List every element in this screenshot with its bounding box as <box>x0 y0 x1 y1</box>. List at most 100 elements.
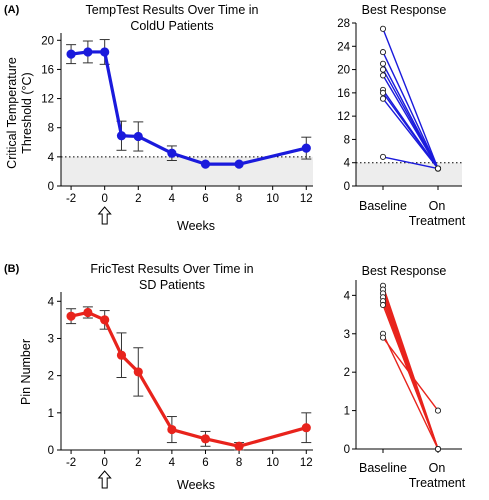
chart-a-xtick-label: 12 <box>300 193 313 205</box>
chart-a2-ytick-label: 28 <box>337 18 350 30</box>
chart-b-title-line1: FricTest Results Over Time in <box>90 262 253 276</box>
chart-b2-plot: 0 1 2 3 4 <box>344 280 462 456</box>
chart-b-ytick-label: 0 <box>48 445 54 457</box>
chart-a-data-point <box>133 131 143 142</box>
chart-a2-data-point-baseline <box>379 89 387 96</box>
chart-a-data-point <box>167 148 177 158</box>
chart-a2-category-baseline: Baseline <box>359 199 407 213</box>
chart-a-title-line1: TempTest Results Over Time in <box>86 3 259 17</box>
chart-a-data-point <box>200 159 211 169</box>
chart-a2-data-point-baseline <box>379 49 387 56</box>
chart-a2-data-point-baseline <box>379 66 387 73</box>
chart-a-series-line <box>70 50 307 166</box>
chart-b2-series-line <box>382 337 439 412</box>
chart-b2-category-on: On <box>429 461 446 475</box>
chart-b-xlabel: Weeks <box>177 478 215 492</box>
chart-b-frictest: FricTest Results Over Time in SD Patient… <box>19 262 313 492</box>
chart-a2-ytick-label: 0 <box>344 181 350 193</box>
chart-b-ytick-label: 1 <box>48 408 54 420</box>
chart-b-xtick-label: 2 <box>135 457 141 469</box>
chart-b-ytick-label: 2 <box>48 371 54 383</box>
chart-a-xtick-label: 2 <box>135 193 141 205</box>
chart-a-shaded-region <box>61 156 313 186</box>
chart-b-xtick-label: 4 <box>169 457 176 469</box>
chart-a2-series-line <box>382 156 439 170</box>
chart-a-temptest: TempTest Results Over Time in ColdU Pati… <box>5 3 313 233</box>
chart-a2-plot: 0 4 8 12 16 20 24 28 <box>337 18 462 193</box>
panel-b-label: (B) <box>4 263 20 275</box>
chart-a-ylabel-line2: Threshold (°C) <box>20 72 34 153</box>
chart-a-xtick-label: 0 <box>101 193 107 205</box>
chart-a2-data-point-baseline <box>379 95 387 102</box>
chart-b2-ytick-label: 3 <box>344 329 350 341</box>
chart-b-best-response: Best Response Baseline On Treatment 0 1 2 3… <box>344 264 466 490</box>
chart-a2-ytick-label: 8 <box>344 134 350 146</box>
chart-a-data-point <box>66 49 76 59</box>
chart-b-series-line <box>70 310 307 448</box>
chart-a-best-response: Best Response Baseline On Treatment 0 4 8 1… <box>337 3 466 228</box>
chart-a2-category-treatment: Treatment <box>409 214 466 228</box>
chart-b2-series-line <box>382 333 439 450</box>
chart-b2-data-point-treatment <box>434 407 442 414</box>
chart-b-data-point <box>133 367 143 377</box>
chart-b-treatment-start-arrow <box>97 470 112 489</box>
chart-a2-series-line <box>382 98 439 169</box>
chart-a-data-point <box>234 159 244 169</box>
panel-a-label: (A) <box>4 4 20 16</box>
chart-a-xtick-label: 4 <box>169 193 176 205</box>
chart-a2-ytick-label: 20 <box>337 65 350 77</box>
chart-a2-title: Best Response <box>362 3 447 17</box>
chart-a-data-point <box>100 47 110 57</box>
chart-b2-data-point-baseline <box>379 334 387 341</box>
chart-a2-ytick-label: 16 <box>337 88 350 100</box>
chart-b-xtick-label: -2 <box>66 457 76 469</box>
chart-a-plot: 0 4 8 12 16 20 -2 0 2 4 6 8 10 12 <box>41 33 313 225</box>
chart-a-ytick-label: 0 <box>48 181 54 193</box>
chart-a-xtick-label: 8 <box>236 193 242 205</box>
chart-b-title-line2: SD Patients <box>139 278 205 292</box>
chart-a2-ytick-label: 24 <box>337 41 350 53</box>
chart-a2-series-line <box>382 28 439 169</box>
chart-b-data-point <box>83 307 93 318</box>
chart-a2-series-line <box>382 51 439 169</box>
chart-b-xtick-label: 12 <box>300 457 313 469</box>
chart-b-data-point <box>116 350 127 360</box>
chart-a-data-point <box>83 47 93 57</box>
chart-b-xtick-label: 10 <box>266 457 279 469</box>
chart-b-xtick-label: 6 <box>202 457 208 469</box>
chart-b2-ytick-label: 2 <box>344 367 350 379</box>
chart-b2-ytick-label: 1 <box>344 406 350 418</box>
chart-a-treatment-start-arrow <box>97 206 112 225</box>
chart-b2-data-point-treatment <box>434 445 442 453</box>
chart-a2-data-point-baseline <box>379 25 387 32</box>
chart-a-title-line2: ColdU Patients <box>130 19 213 33</box>
chart-b2-ytick-label: 4 <box>344 290 351 302</box>
chart-a-ylabel-line1: Critical Temperature <box>5 57 19 169</box>
chart-b2-category-baseline: Baseline <box>359 461 407 475</box>
chart-b-data-point <box>234 441 244 451</box>
chart-b-ylabel: Pin Number <box>19 339 33 405</box>
chart-b2-category-treatment: Treatment <box>409 476 466 490</box>
chart-b2-title: Best Response <box>362 264 447 278</box>
chart-b2-ytick-label: 0 <box>344 444 350 456</box>
chart-a2-ytick-label: 12 <box>337 111 350 123</box>
chart-b-data-point <box>200 434 211 444</box>
chart-a-ytick-label: 16 <box>41 64 54 76</box>
chart-b2-series-line <box>382 304 439 450</box>
chart-b-ytick-label: 3 <box>48 333 54 345</box>
chart-b-data-point <box>167 424 177 435</box>
chart-b-xtick-label: 8 <box>236 457 242 469</box>
chart-b-ytick-label: 4 <box>48 296 55 308</box>
chart-a-ytick-label: 8 <box>48 123 54 135</box>
chart-a-xtick-label: 10 <box>266 193 279 205</box>
chart-a2-ytick-label: 4 <box>344 158 351 170</box>
chart-a-ytick-label: 20 <box>41 35 54 47</box>
chart-b-data-point <box>301 423 311 433</box>
chart-a-xtick-label: 6 <box>202 193 208 205</box>
chart-a-ytick-label: 4 <box>48 152 55 164</box>
chart-a-data-point <box>301 143 311 153</box>
chart-a2-data-point-treatment <box>434 165 442 172</box>
chart-a2-category-on: On <box>429 199 446 213</box>
